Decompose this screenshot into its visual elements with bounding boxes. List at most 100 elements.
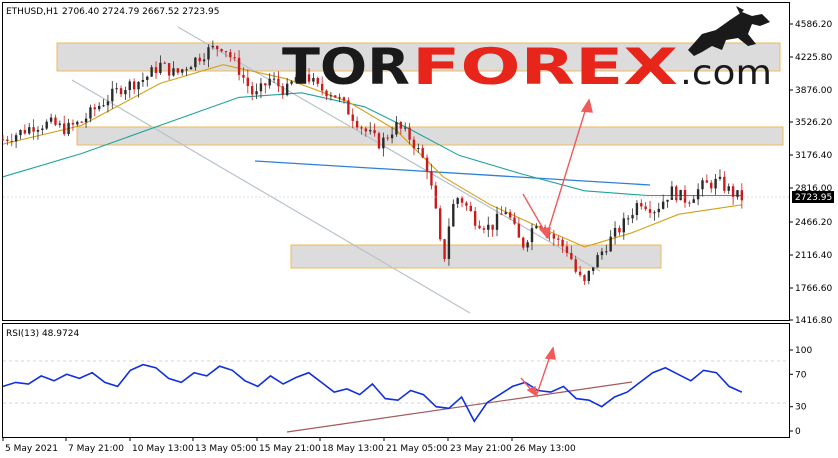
candle-body <box>718 176 722 179</box>
time-tick-label: 7 May 21:00 <box>68 444 124 454</box>
rsi-series <box>2 363 743 423</box>
candle-body <box>76 121 79 125</box>
candle-body <box>714 178 717 189</box>
candle-body <box>84 118 88 123</box>
candle-body <box>124 90 127 95</box>
candle-body <box>727 186 730 191</box>
candle-body <box>666 199 669 202</box>
candle-body <box>421 148 424 158</box>
time-tick-label: 15 May 21:00 <box>259 444 321 454</box>
candles <box>1 40 744 285</box>
candle-body <box>591 267 595 271</box>
candle-body <box>6 139 9 141</box>
candle-body <box>246 77 250 87</box>
candle-body <box>23 130 27 134</box>
candle-body <box>390 134 394 139</box>
candle-body <box>71 122 75 125</box>
current-price-label: 2723.95 <box>795 193 832 203</box>
price-tick-label: 1416.80 <box>795 316 832 326</box>
candle-body <box>473 211 477 226</box>
candle-body <box>163 62 166 64</box>
candle-body <box>425 157 429 172</box>
candle-body <box>277 78 280 87</box>
time-tick-label: 13 May 05:00 <box>195 444 257 454</box>
candle-body <box>465 202 468 206</box>
candle-body <box>176 68 180 73</box>
candle-body <box>648 209 652 213</box>
candle-body <box>268 78 271 86</box>
candle-body <box>583 275 586 282</box>
candle-body <box>395 122 398 135</box>
rsi-arrow-up <box>536 355 551 395</box>
candle-body <box>635 203 639 216</box>
candle-body <box>692 199 695 203</box>
price-tick-label: 3176.40 <box>795 151 832 161</box>
candle-body <box>539 226 542 228</box>
candle-body <box>259 83 263 92</box>
candle-body <box>736 190 739 198</box>
candle-body <box>530 228 534 243</box>
candle-body <box>329 95 333 97</box>
price-tick-label: 4586.20 <box>795 20 832 30</box>
trend-line-blue <box>254 160 651 186</box>
price-axis: 4586.20 4225.80 3876.00 3526.20 3176.40 2816.… <box>789 20 832 326</box>
candle-body <box>58 123 62 125</box>
ohlc-label: 2706.40 2724.79 2667.52 2723.95 <box>62 7 219 17</box>
candle-body <box>605 251 608 253</box>
rsi-trend-line <box>286 381 633 433</box>
candle-body <box>500 213 503 215</box>
time-tick-label: 10 May 13:00 <box>132 444 194 454</box>
candle-body <box>578 271 582 276</box>
time-tick-label: 5 May 2021 <box>5 444 58 454</box>
rsi-label: RSI(13) 48.9724 <box>6 329 79 339</box>
candle-body <box>430 171 433 186</box>
candle-body <box>89 107 92 119</box>
candle-body <box>657 208 660 213</box>
candle-body <box>552 234 556 239</box>
candle-body <box>377 133 381 149</box>
candle-body <box>487 224 490 230</box>
forecast-arrow-up <box>545 107 587 239</box>
candle-body <box>373 130 376 134</box>
candle-body <box>386 137 389 139</box>
time-tick-label: 18 May 13:00 <box>322 444 384 454</box>
candle-body <box>216 45 219 50</box>
candle-body <box>32 127 35 132</box>
candle-body <box>172 68 175 76</box>
candle-body <box>522 237 525 248</box>
candle-body <box>557 238 560 240</box>
candle-body <box>447 226 451 259</box>
candle-body <box>622 218 626 233</box>
candle-body <box>307 74 311 82</box>
candle-body <box>626 218 630 220</box>
price-tick-label: 2466.20 <box>795 218 832 228</box>
candle-body <box>137 81 140 90</box>
price-tick-label: 3526.20 <box>795 118 832 128</box>
candle-body <box>63 123 66 135</box>
candle-body <box>93 107 97 110</box>
rsi-arrow-up-head <box>544 346 556 360</box>
candle-body <box>460 198 464 203</box>
candle-body <box>80 121 83 123</box>
candle-body <box>696 189 700 200</box>
price-tick-label: 2116.40 <box>795 251 832 261</box>
logo-part-tor: TOR <box>282 38 410 96</box>
candle-body <box>443 239 446 259</box>
candle-body <box>644 206 647 210</box>
candle-body <box>19 130 22 136</box>
candle-body <box>159 62 162 73</box>
candle-body <box>36 129 40 132</box>
candle-body <box>154 67 158 73</box>
candle-body <box>723 176 726 191</box>
candle-body <box>316 78 319 84</box>
candle-body <box>285 83 289 96</box>
candle-body <box>360 127 363 129</box>
candle-body <box>364 128 368 132</box>
candle-body <box>41 128 44 130</box>
candle-body <box>504 212 507 215</box>
candle-body <box>67 122 70 135</box>
candle-body <box>609 236 612 252</box>
candle-body <box>631 215 634 219</box>
candle-body <box>731 186 735 198</box>
candle-body <box>119 88 123 95</box>
